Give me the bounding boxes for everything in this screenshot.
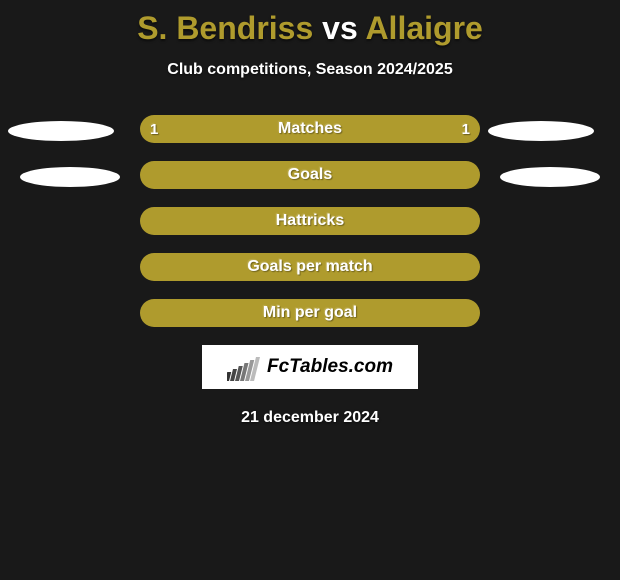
ellipse-right: [500, 167, 600, 187]
stat-row: 11Matches: [0, 115, 620, 143]
stat-bar: 11Matches: [140, 115, 480, 143]
stat-row: Hattricks: [0, 207, 620, 235]
stat-bar: Goals per match: [140, 253, 480, 281]
stat-row: Goals: [0, 161, 620, 189]
logo-chart-icon: [227, 353, 263, 381]
ellipse-left: [8, 121, 114, 141]
stat-bar-right: 1: [310, 115, 480, 143]
stat-rows: 11MatchesGoalsHattricksGoals per matchMi…: [0, 115, 620, 327]
stat-bar: Min per goal: [140, 299, 480, 327]
stat-left-value: 1: [140, 121, 168, 138]
title-left: S. Bendriss: [137, 10, 313, 46]
stat-row: Min per goal: [0, 299, 620, 327]
ellipse-left: [20, 167, 120, 187]
title-vs: vs: [322, 10, 358, 46]
stat-bar-right: [310, 161, 480, 189]
stat-right-value: 1: [452, 121, 480, 138]
stat-bar-right: [310, 299, 480, 327]
comparison-title: S. Bendriss vs Allaigre: [0, 0, 620, 47]
stat-row: Goals per match: [0, 253, 620, 281]
stat-bar-left: 1: [140, 115, 310, 143]
stat-bar: Goals: [140, 161, 480, 189]
logo-box: FcTables.com: [202, 345, 418, 389]
stat-bar: Hattricks: [140, 207, 480, 235]
subtitle: Club competitions, Season 2024/2025: [0, 61, 620, 79]
stat-bar-right: [310, 207, 480, 235]
stat-bar-left: [140, 207, 310, 235]
logo-text: FcTables.com: [267, 356, 393, 378]
ellipse-right: [488, 121, 594, 141]
stat-bar-right: [310, 253, 480, 281]
date-label: 21 december 2024: [0, 409, 620, 427]
stat-bar-left: [140, 161, 310, 189]
title-right: Allaigre: [365, 10, 482, 46]
stat-bar-left: [140, 299, 310, 327]
stat-bar-left: [140, 253, 310, 281]
